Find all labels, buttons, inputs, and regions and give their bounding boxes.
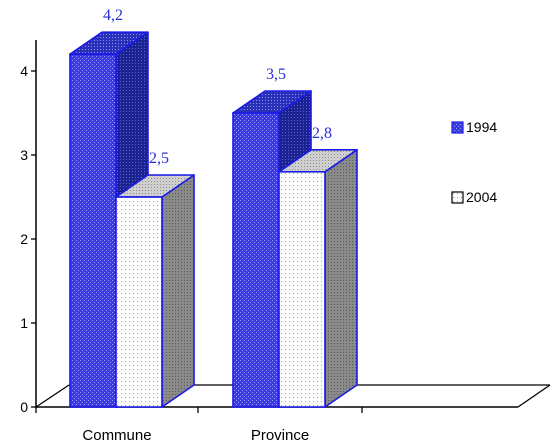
bar-front-face xyxy=(115,196,163,408)
bar-front-face xyxy=(278,171,326,408)
data-labels: 4,2 2,5 3,5 2,8 xyxy=(103,7,332,167)
bar-front-face xyxy=(232,112,280,408)
legend-label: 1994 xyxy=(466,119,497,135)
legend-swatch xyxy=(451,191,464,204)
bar-1-Commune xyxy=(115,174,195,408)
data-label: 2,8 xyxy=(312,125,332,142)
y-tick-label: 0 xyxy=(20,399,28,415)
bars xyxy=(69,31,358,408)
legend-item-1994: 1994 xyxy=(451,119,497,135)
floor-left-edge xyxy=(35,384,70,408)
data-label: 4,2 xyxy=(103,7,123,24)
data-label: 3,5 xyxy=(266,66,286,83)
y-tick-label: 2 xyxy=(20,231,28,247)
bar-1-Province xyxy=(278,149,358,408)
legend-label: 2004 xyxy=(466,189,497,205)
bar-side-face xyxy=(324,149,358,408)
y-tick-label: 3 xyxy=(20,147,28,163)
legend: 1994 2004 xyxy=(451,119,497,205)
category-label: Province xyxy=(251,427,309,444)
legend-swatch xyxy=(451,121,464,134)
bar-side-face xyxy=(161,174,195,408)
floor-right-edge xyxy=(517,384,551,408)
data-label: 2,5 xyxy=(149,150,169,167)
y-tick-label: 4 xyxy=(20,63,28,79)
category-label: Commune xyxy=(82,427,151,444)
bar-front-face xyxy=(69,53,117,408)
y-tick-label: 1 xyxy=(20,315,28,331)
legend-item-2004: 2004 xyxy=(451,189,497,205)
